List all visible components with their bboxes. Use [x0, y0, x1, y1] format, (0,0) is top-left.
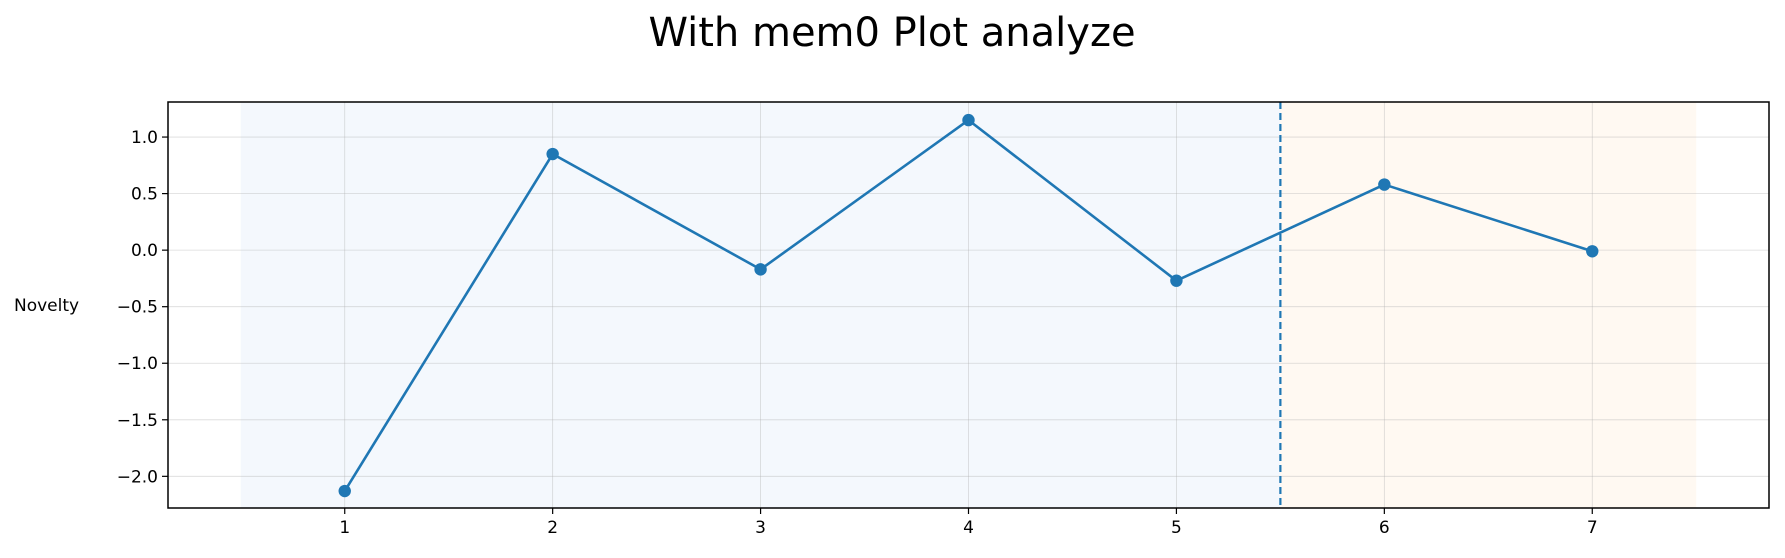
- x-tick-label: 7: [1587, 518, 1598, 538]
- data-point: [1378, 178, 1391, 191]
- y-axis-label: Novelty: [14, 296, 79, 316]
- x-axis-ticks: 1 2 3 4 5 6 7: [339, 508, 1598, 538]
- y-tick-label: −1.5: [117, 411, 158, 431]
- shaded-regions: [240, 102, 1697, 508]
- x-tick-label: 5: [1171, 518, 1182, 538]
- data-point: [546, 147, 559, 161]
- data-point: [1586, 245, 1599, 258]
- series-layer: [338, 113, 1599, 498]
- x-tick-label: 6: [1379, 518, 1390, 538]
- data-point: [338, 484, 351, 498]
- y-tick-label: 0.0: [131, 241, 158, 261]
- x-tick-label: 2: [547, 518, 558, 538]
- data-point: [1170, 274, 1183, 287]
- y-tick-label: −0.5: [117, 298, 158, 318]
- y-axis-ticks: 1.0 0.5 0.0 −0.5 −1.0 −1.5 −2.0: [117, 128, 168, 487]
- y-tick-label: −1.0: [117, 354, 158, 374]
- shaded-region-phase-2: [1280, 102, 1697, 508]
- grid-lines: [168, 102, 1769, 508]
- x-tick-label: 1: [339, 518, 350, 538]
- x-tick-label: 4: [963, 518, 974, 538]
- y-tick-label: −2.0: [117, 467, 158, 487]
- shaded-region-phase-1: [240, 102, 1281, 508]
- y-tick-label: 1.0: [131, 128, 158, 148]
- chart-title: With mem0 Plot analyze: [648, 10, 1135, 56]
- data-point: [754, 263, 767, 276]
- data-point: [962, 113, 975, 127]
- x-tick-label: 3: [755, 518, 766, 538]
- y-tick-label: 0.5: [131, 185, 158, 205]
